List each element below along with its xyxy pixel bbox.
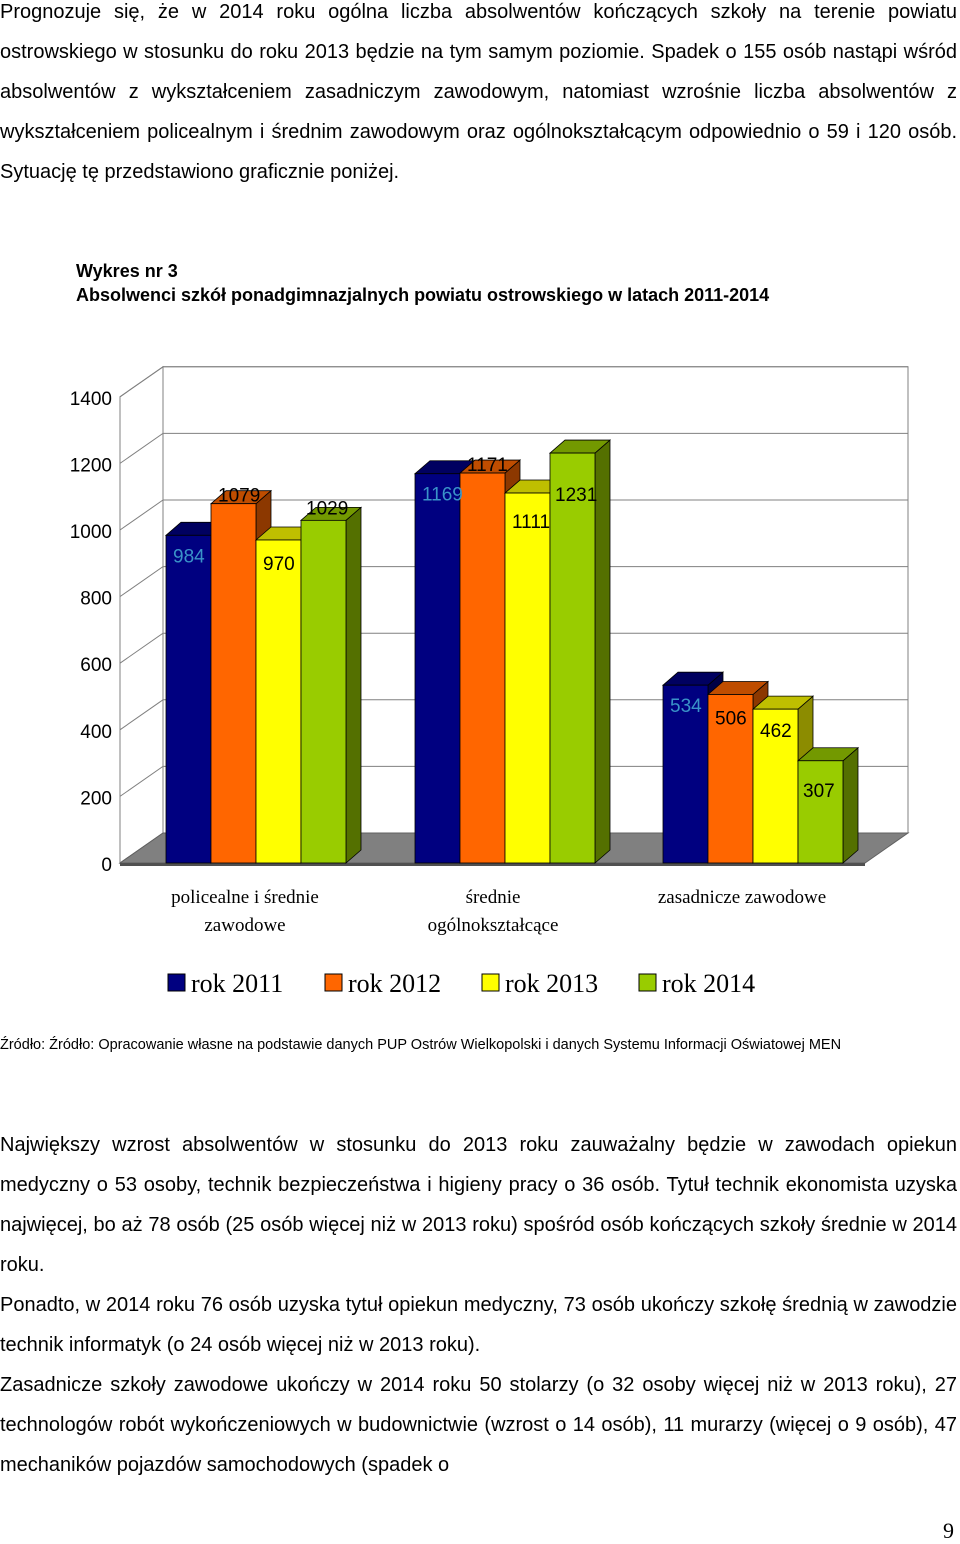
legend-label: rok 2014 bbox=[662, 969, 755, 998]
x-category-label: średnie ogólnokształcące bbox=[428, 887, 559, 936]
y-tick-label: 200 bbox=[80, 788, 112, 809]
bar bbox=[662, 684, 709, 864]
chart-floor-edge bbox=[120, 863, 865, 866]
data-label: 307 bbox=[803, 781, 835, 802]
page-number: 9 bbox=[943, 1518, 954, 1543]
gridline bbox=[119, 432, 908, 464]
data-label: 462 bbox=[760, 721, 792, 742]
data-label: 506 bbox=[715, 709, 747, 730]
gridline bbox=[119, 366, 908, 398]
bar bbox=[414, 473, 461, 864]
y-tick-label: 800 bbox=[80, 589, 112, 610]
data-label: 1171 bbox=[467, 455, 508, 476]
gridline bbox=[119, 765, 908, 797]
data-label: 1169 bbox=[422, 485, 463, 506]
legend-swatch bbox=[638, 973, 657, 992]
y-tick-label: 1400 bbox=[70, 389, 112, 410]
y-tick-label: 1000 bbox=[70, 522, 112, 543]
data-label: 534 bbox=[670, 696, 702, 717]
bar bbox=[300, 519, 347, 864]
legend-swatch bbox=[481, 973, 500, 992]
gridline bbox=[119, 632, 908, 664]
source-note: Źródło: Źródło: Opracowanie własne na po… bbox=[0, 1037, 842, 1053]
bar bbox=[752, 708, 799, 864]
data-label: 1079 bbox=[218, 486, 260, 507]
bar bbox=[210, 503, 257, 864]
x-category-label: zasadnicze zawodowe bbox=[658, 887, 826, 908]
y-tick-label: 600 bbox=[80, 655, 112, 676]
bar bbox=[504, 492, 551, 864]
bar bbox=[255, 539, 302, 864]
legend-swatch bbox=[167, 973, 186, 992]
bar bbox=[549, 452, 596, 864]
bar-side bbox=[842, 746, 859, 864]
gridline bbox=[119, 499, 908, 531]
gridline bbox=[119, 699, 908, 731]
chart-number: Wykres nr 3 bbox=[76, 261, 178, 281]
data-label: 970 bbox=[263, 554, 295, 575]
bar bbox=[797, 760, 844, 864]
paragraph-1: Największy wzrost absolwentów w stosunku… bbox=[0, 1134, 957, 1276]
gridline bbox=[119, 566, 908, 598]
x-category-label: policealne i średnie zawodowe bbox=[171, 887, 319, 936]
data-label: 1111 bbox=[512, 512, 550, 533]
data-label: 984 bbox=[173, 546, 205, 567]
y-tick-label: 0 bbox=[101, 855, 112, 876]
intro-paragraph: Prognozuje się, że w 2014 roku ogólna li… bbox=[0, 1, 957, 183]
paragraph-2: Ponadto, w 2014 roku 76 osób uzyska tytu… bbox=[0, 1294, 957, 1356]
y-tick-label: 1200 bbox=[70, 455, 112, 476]
bar bbox=[165, 534, 212, 864]
chart-title: Absolwenci szkół ponadgimnazjalnych powi… bbox=[76, 285, 770, 305]
legend-label: rok 2012 bbox=[348, 969, 441, 998]
data-label: 1029 bbox=[306, 498, 348, 519]
legend-label: rok 2011 bbox=[191, 969, 283, 998]
legend-swatch bbox=[324, 973, 343, 992]
legend-label: rok 2013 bbox=[505, 969, 598, 998]
bar-side bbox=[345, 506, 362, 864]
data-label: 1231 bbox=[555, 485, 597, 506]
bar bbox=[459, 472, 506, 864]
chart-side-wall bbox=[119, 365, 164, 864]
bar bbox=[707, 694, 754, 864]
paragraph-3: Zasadnicze szkoły zawodowe ukończy w 201… bbox=[0, 1374, 957, 1476]
bar-chart: 0 200 400 600 800 1000 1200 1400 984 1079 970 1029 1… bbox=[70, 365, 910, 998]
y-tick-label: 400 bbox=[80, 722, 112, 743]
